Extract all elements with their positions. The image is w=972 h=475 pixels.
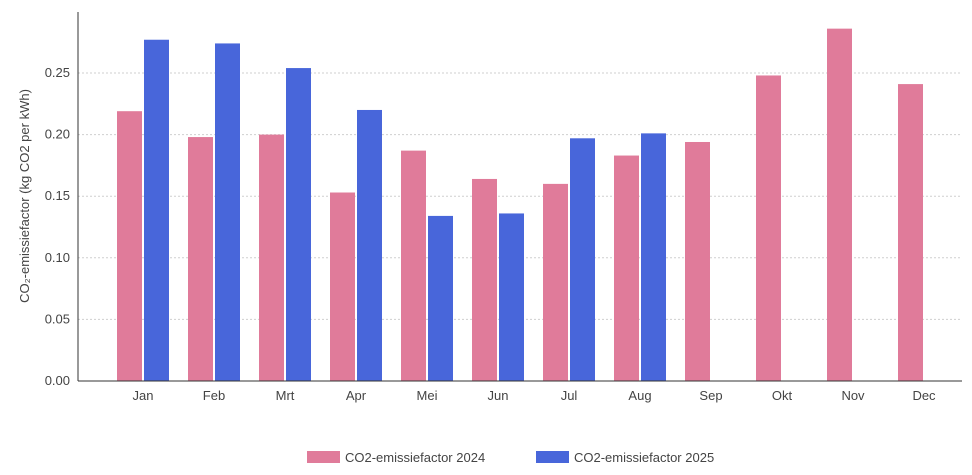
- bar-jun-2025: [499, 213, 524, 381]
- bar-feb-2024: [188, 137, 213, 381]
- bar-jan-2024: [117, 111, 142, 381]
- bar-mei-2025: [428, 215, 453, 381]
- bar-mrt-2025: [286, 68, 311, 382]
- legend: CO2-emissiefactor 2024 CO2-emissiefactor…: [307, 450, 714, 465]
- bars: [117, 28, 923, 382]
- x-tick-label-jun: Jun: [488, 388, 509, 403]
- bar-jun-2024: [472, 178, 497, 381]
- bar-jul-2025: [570, 138, 595, 381]
- x-tick-label-aug: Aug: [628, 388, 651, 403]
- x-tick-label-jan: Jan: [133, 388, 154, 403]
- y-tick-label: 0.25: [45, 65, 70, 80]
- y-tick-labels: 0.00 0.05 0.10 0.15 0.20 0.25: [45, 65, 70, 388]
- bar-okt-2024: [756, 75, 781, 382]
- y-tick-label: 0.10: [45, 250, 70, 265]
- legend-swatch-2025: [536, 451, 569, 463]
- x-tick-label-sep: Sep: [699, 388, 722, 403]
- bar-jan-2025: [144, 39, 169, 382]
- legend-label-2024: CO2-emissiefactor 2024: [345, 450, 485, 465]
- bar-jul-2024: [543, 183, 568, 381]
- y-tick-label: 0.00: [45, 373, 70, 388]
- bar-aug-2024: [614, 155, 639, 381]
- axes: [77, 12, 962, 382]
- y-tick-label: 0.05: [45, 311, 70, 326]
- legend-label-2025: CO2-emissiefactor 2025: [574, 450, 714, 465]
- x-tick-label-jul: Jul: [561, 388, 578, 403]
- x-tick-label-mrt: Mrt: [276, 388, 295, 403]
- bar-mrt-2024: [259, 134, 284, 381]
- bar-aug-2025: [641, 133, 666, 381]
- x-tick-label-mei: Mei: [417, 388, 438, 403]
- x-tick-label-okt: Okt: [772, 388, 793, 403]
- x-tick-labels: Jan Feb Mrt Apr Mei Jun Jul Aug Sep Okt Nov Dec: [133, 388, 937, 403]
- x-tick-label-apr: Apr: [346, 388, 367, 403]
- y-tick-label: 0.20: [45, 127, 70, 142]
- legend-swatch-2024: [307, 451, 340, 463]
- x-tick-label-nov: Nov: [841, 388, 865, 403]
- x-tick-label-dec: Dec: [912, 388, 936, 403]
- bar-apr-2025: [357, 109, 382, 382]
- y-axis-title: CO₂-emissiefactor (kg CO2 per kWh): [17, 89, 32, 303]
- bar-dec-2024: [898, 84, 923, 381]
- bar-sep-2024: [685, 141, 710, 381]
- x-tick-label-feb: Feb: [203, 388, 225, 403]
- bar-apr-2024: [330, 192, 355, 381]
- bar-feb-2025: [215, 43, 240, 381]
- y-tick-label: 0.15: [45, 188, 70, 203]
- bar-mei-2024: [401, 150, 426, 381]
- bar-nov-2024: [827, 28, 852, 381]
